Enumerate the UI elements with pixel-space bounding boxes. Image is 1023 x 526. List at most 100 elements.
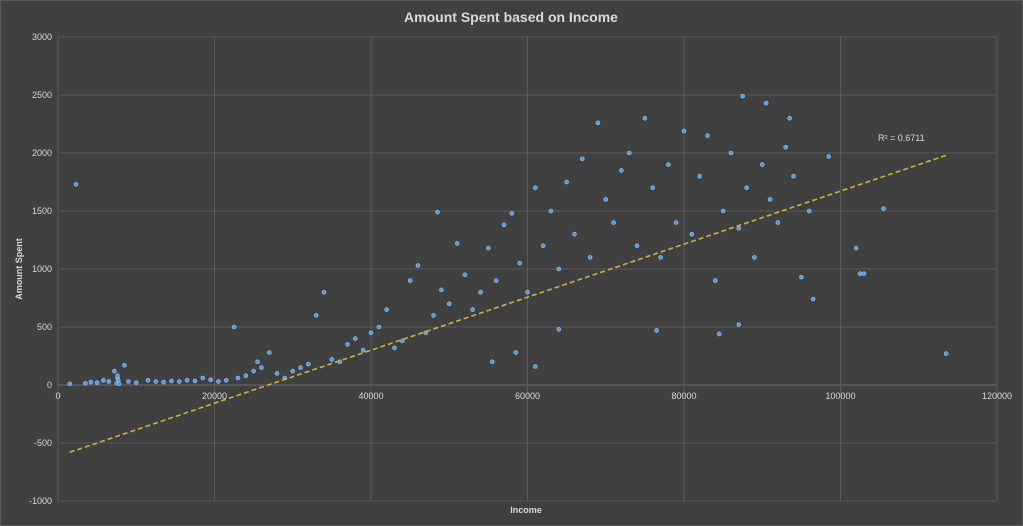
data-point — [489, 359, 495, 365]
y-axis-title: Amount Spent — [14, 238, 24, 300]
x-tick-label: 20000 — [202, 391, 227, 401]
data-point — [736, 226, 742, 231]
data-point — [826, 154, 832, 159]
data-point — [595, 120, 601, 126]
data-point — [392, 345, 397, 351]
data-point — [251, 368, 256, 374]
data-point — [572, 231, 577, 237]
data-point — [650, 185, 656, 191]
data-point — [298, 365, 303, 370]
data-point — [73, 182, 79, 187]
data-point — [556, 266, 562, 272]
data-point — [799, 274, 804, 280]
data-point — [556, 327, 562, 332]
data-point — [517, 260, 522, 266]
data-point — [634, 243, 640, 249]
data-point — [853, 245, 859, 251]
data-point — [720, 208, 726, 214]
data-point — [133, 380, 139, 385]
data-point — [787, 115, 792, 121]
data-point — [231, 324, 237, 330]
data-point — [360, 347, 366, 353]
data-point — [564, 179, 569, 185]
data-point — [290, 368, 296, 374]
data-point — [619, 168, 624, 173]
data-point — [759, 162, 765, 167]
chart-title: Amount Spent based on Income — [404, 9, 618, 25]
data-point — [353, 336, 358, 341]
data-point — [407, 278, 413, 283]
data-point — [509, 211, 515, 216]
data-point — [752, 255, 757, 260]
trendline-layer — [69, 154, 947, 454]
data-point — [881, 206, 886, 211]
data-point — [493, 278, 499, 283]
y-axis-ticks: -1000 -500 0 500 1000 1500 2000 2500 3000 — [29, 32, 52, 506]
data-point — [501, 222, 507, 228]
r-squared-label: R² = 0.6711 — [878, 133, 925, 143]
data-point — [736, 322, 742, 327]
x-tick-label: 80000 — [671, 391, 696, 401]
data-point — [579, 156, 585, 162]
data-point — [384, 307, 389, 312]
data-point — [235, 375, 241, 381]
trendline — [69, 154, 947, 454]
x-tick-label: 60000 — [515, 391, 540, 401]
y-tick-label: 0 — [47, 380, 52, 390]
data-point — [470, 307, 476, 312]
data-point — [321, 289, 327, 295]
data-point — [259, 365, 264, 370]
data-point — [462, 272, 468, 278]
data-point — [122, 362, 127, 368]
data-point — [744, 185, 749, 191]
data-point — [716, 331, 722, 337]
data-point — [548, 208, 554, 214]
data-point — [243, 373, 249, 379]
data-point — [439, 287, 444, 293]
data-point — [184, 378, 190, 383]
data-point — [112, 368, 117, 374]
data-point — [712, 278, 718, 283]
data-point — [943, 351, 949, 356]
data-point — [540, 243, 546, 249]
data-point — [533, 364, 538, 369]
data-point — [806, 208, 812, 214]
data-point — [861, 271, 867, 276]
x-tick-label: 40000 — [358, 391, 383, 401]
x-tick-label: 0 — [55, 391, 60, 401]
data-point — [603, 197, 609, 202]
data-point — [705, 133, 710, 138]
data-point — [126, 379, 131, 384]
data-point — [486, 245, 491, 251]
data-point — [810, 296, 816, 302]
data-point — [740, 93, 745, 99]
data-point — [329, 357, 335, 362]
data-point — [274, 371, 280, 376]
data-point — [626, 150, 632, 156]
data-point — [435, 209, 440, 215]
data-point — [415, 263, 421, 268]
data-point — [611, 220, 616, 225]
data-point — [767, 197, 773, 202]
data-point — [454, 241, 460, 246]
y-tick-label: -500 — [34, 438, 52, 448]
data-point — [94, 380, 100, 385]
data-point — [857, 271, 863, 276]
data-point — [153, 379, 159, 384]
gridlines — [57, 36, 998, 502]
data-point — [88, 379, 94, 385]
y-tick-label: 2500 — [32, 90, 52, 100]
x-axis-ticks: 0 20000 40000 60000 80000 100000 120000 — [55, 391, 1012, 401]
data-point — [728, 150, 734, 156]
y-tick-label: 3000 — [32, 32, 52, 42]
data-point — [266, 350, 272, 355]
data-point — [176, 379, 182, 384]
data-point — [161, 379, 166, 385]
x-tick-label: 120000 — [982, 391, 1012, 401]
data-point — [255, 359, 260, 365]
data-point — [775, 220, 781, 225]
data-point — [446, 301, 452, 307]
data-point — [223, 378, 229, 383]
